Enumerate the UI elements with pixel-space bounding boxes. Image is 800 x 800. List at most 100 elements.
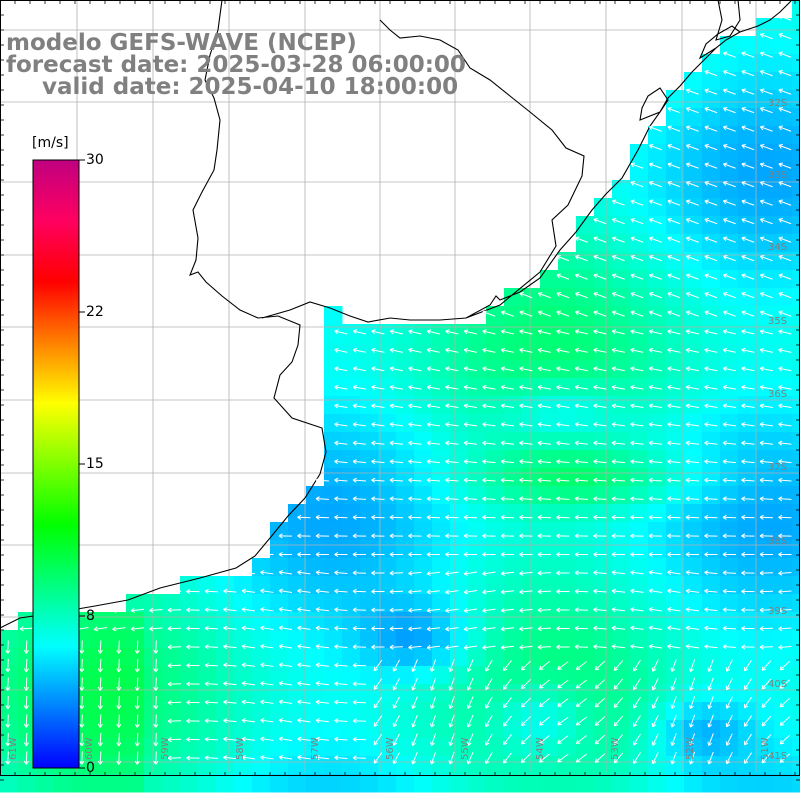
wind-arrow	[593, 551, 607, 557]
wind-arrow	[593, 218, 607, 225]
wind-arrow	[723, 125, 736, 132]
wind-arrow	[334, 347, 348, 353]
wind-arrow	[722, 644, 737, 650]
wind-arrow	[556, 626, 570, 632]
wind-arrow	[430, 714, 437, 728]
wind-arrow	[760, 107, 773, 114]
wind-arrow	[352, 459, 367, 465]
wind-arrow	[779, 734, 791, 745]
wind-arrow	[760, 162, 773, 169]
wind-arrow	[648, 570, 663, 575]
wind-arrow	[315, 755, 330, 761]
wind-arrow	[651, 714, 659, 728]
wind-arrow	[630, 218, 644, 225]
wind-arrow	[463, 645, 478, 650]
wind-arrow	[759, 459, 774, 465]
wind-arrow	[574, 551, 589, 557]
wind-arrow	[704, 347, 718, 353]
wind-arrow	[149, 607, 163, 613]
wind-arrow	[223, 681, 237, 687]
wind-arrow	[204, 607, 219, 613]
wind-arrow	[722, 477, 737, 483]
wind-arrow	[704, 255, 718, 262]
wind-arrow	[315, 514, 330, 520]
wind-arrow	[722, 533, 737, 539]
wind-arrow	[23, 640, 29, 654]
wind-arrow	[704, 88, 718, 95]
wind-arrow	[779, 660, 791, 671]
wind-arrow	[352, 496, 367, 502]
wind-arrow	[241, 588, 256, 594]
wind-arrow	[704, 440, 718, 446]
wind-arrow	[463, 459, 478, 465]
wind-arrow	[537, 477, 552, 483]
wind-arrow	[260, 551, 274, 557]
wind-arrow	[667, 477, 681, 483]
wind-arrow	[741, 329, 755, 335]
wind-arrow	[741, 459, 755, 465]
longitude-label: 53W	[610, 737, 621, 760]
wind-arrow	[778, 125, 792, 132]
wind-arrow	[278, 755, 293, 760]
wind-arrow	[649, 199, 662, 206]
wind-arrow	[445, 645, 459, 650]
wind-arrow	[667, 310, 681, 317]
wind-arrow	[593, 366, 607, 372]
wind-arrow	[667, 533, 681, 539]
wind-arrow	[482, 422, 496, 427]
wind-arrow	[408, 626, 422, 632]
wind-arrow	[186, 718, 200, 724]
wind-arrow	[389, 514, 404, 520]
wind-arrow	[574, 607, 589, 613]
wind-arrow	[485, 678, 493, 691]
wind-arrow	[520, 660, 531, 671]
wind-arrow	[537, 347, 551, 353]
wind-arrow	[743, 659, 753, 672]
wind-arrow	[520, 753, 531, 764]
wind-arrow	[649, 218, 662, 225]
wind-arrow	[741, 181, 755, 188]
wind-arrow	[630, 366, 644, 372]
wind-arrow	[612, 236, 625, 243]
latitude-label: 39S	[768, 606, 787, 617]
wind-arrow	[278, 607, 293, 612]
wind-arrow	[685, 551, 700, 557]
wind-arrow	[593, 329, 607, 335]
wind-arrow	[408, 533, 422, 539]
wind-arrow	[704, 384, 718, 390]
wind-arrow	[704, 329, 718, 335]
wind-arrow	[611, 422, 626, 427]
wind-arrow	[315, 736, 330, 742]
wind-arrow	[426, 329, 440, 335]
wind-arrow	[611, 477, 626, 483]
wind-arrow	[686, 144, 699, 151]
wind-arrow	[334, 662, 348, 668]
wind-arrow	[408, 384, 422, 390]
wind-arrow	[241, 607, 256, 613]
wind-arrow	[556, 366, 570, 372]
wind-arrow	[204, 718, 219, 724]
wind-arrow	[352, 403, 366, 409]
wind-arrow	[574, 514, 589, 520]
wind-arrow	[741, 273, 755, 280]
wind-arrow	[23, 751, 29, 765]
wind-arrow	[722, 459, 737, 465]
wind-arrow	[649, 273, 662, 280]
wind-arrow	[686, 218, 699, 225]
wind-arrow	[649, 181, 662, 188]
wind-arrow	[371, 533, 385, 539]
wind-arrow	[485, 659, 493, 672]
wind-arrow	[389, 347, 403, 353]
wind-arrow	[167, 607, 182, 613]
axis-labels: 32S 33S 34S 35S 36S 37S 38S 39S 40S 41S 61W 60W 59W 5…	[8, 98, 787, 762]
wind-arrow	[445, 496, 459, 502]
wind-arrow	[630, 422, 644, 427]
wind-arrow	[408, 422, 422, 427]
wind-arrow	[389, 477, 404, 483]
wind-arrow	[630, 347, 644, 353]
wind-arrow	[759, 533, 774, 539]
latitude-label: 40S	[768, 679, 787, 690]
wind-arrow	[722, 514, 737, 520]
wind-arrow	[373, 715, 383, 727]
wind-arrow	[741, 440, 755, 446]
